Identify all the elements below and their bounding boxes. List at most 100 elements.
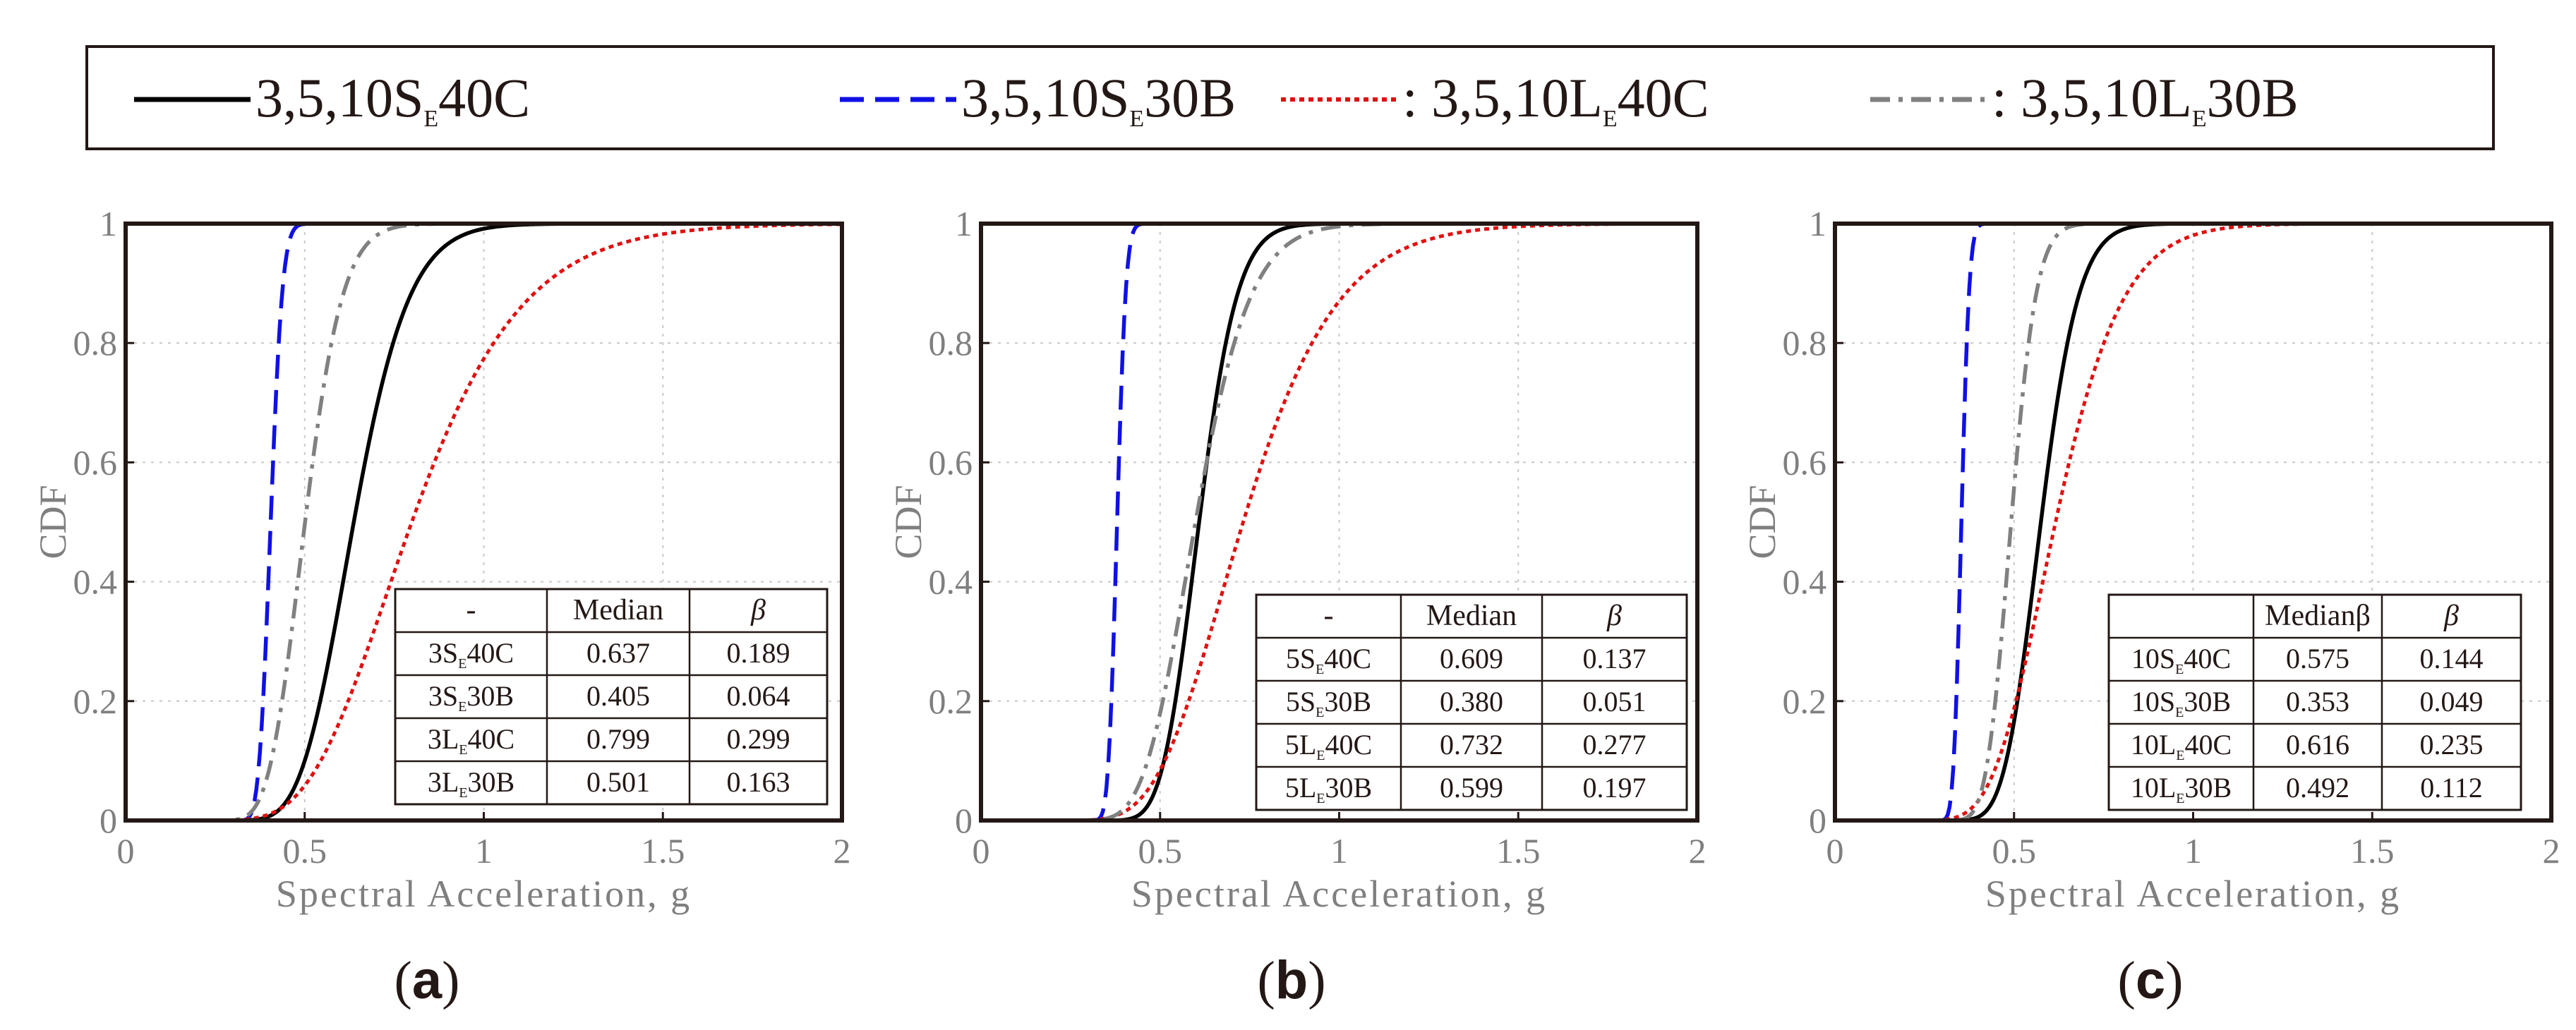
x-tick-label: 2 [833, 831, 851, 871]
text-part: 30B [2184, 772, 2232, 804]
x-tick-label: 0.5 [1992, 831, 2037, 871]
text-part: 40C [2184, 643, 2231, 674]
table-row-name: 10LE40C [2131, 729, 2232, 763]
x-tick-label: 0.5 [283, 831, 327, 871]
text-part: ( [395, 951, 412, 1010]
text-part: E [1129, 106, 1144, 132]
text-part: ) [442, 951, 459, 1010]
text-part: ( [1257, 951, 1275, 1010]
table-header-cell: - [467, 594, 476, 626]
text-part: b [1275, 950, 1308, 1010]
y-tick-label: 0.4 [929, 562, 973, 602]
text-part: : [1992, 67, 2021, 128]
text-part: E [1603, 106, 1618, 132]
x-tick-label: 1 [2184, 831, 2202, 871]
table-row-name: 10SE30B [2131, 686, 2231, 720]
y-tick-label: 0 [100, 801, 117, 840]
legend-label-2: 3,5,10SE30B [961, 67, 1236, 132]
text-part: E [1316, 705, 1324, 720]
x-axis-label: Spectral Acceleration, g [276, 873, 692, 915]
text-part: 3S [428, 680, 458, 712]
table-beta-cell: 0.163 [727, 766, 790, 798]
table-beta-cell: 0.051 [1583, 686, 1647, 717]
text-part: 30B [1325, 772, 1372, 804]
table-border [2107, 593, 2522, 811]
text-part: 40C [1618, 67, 1709, 128]
text-part: E [2192, 106, 2207, 132]
table-row-name: 5SE30B [1286, 686, 1371, 720]
text-part: ) [1308, 951, 1325, 1010]
text-part: 30B [467, 680, 514, 712]
text-part: 40C [467, 637, 514, 669]
table-border [1255, 593, 1688, 811]
y-tick-label: 0.8 [1783, 323, 1827, 363]
table-row-name: 5LE40C [1285, 729, 1372, 763]
table-median-cell: 0.799 [586, 723, 650, 755]
legend-label-1: 3,5,10SE40C [255, 67, 530, 132]
text-part: 40C [1325, 729, 1372, 761]
text-part: E [458, 699, 467, 715]
table-beta-cell: 0.197 [1583, 772, 1647, 804]
y-tick-label: 0 [1809, 801, 1826, 840]
text-part: 10S [2131, 643, 2175, 674]
table-beta-cell: 0.299 [727, 723, 790, 755]
y-tick-label: 0.8 [73, 323, 118, 363]
text-part: 3,5,10L [2021, 67, 2192, 128]
table-median-cell: 0.732 [1440, 729, 1503, 761]
x-tick-label: 0 [1826, 831, 1844, 871]
y-axis-label: CDF [32, 485, 74, 559]
panel-label: (c) [2118, 950, 2184, 1010]
x-tick-label: 1.5 [641, 831, 685, 871]
table-border [394, 588, 829, 806]
table-median-cell: 0.492 [2286, 772, 2349, 804]
panel-label: (b) [1257, 950, 1325, 1010]
table-header-cell: Median [573, 594, 663, 626]
table-median-cell: 0.575 [2286, 643, 2349, 674]
x-tick-label: 0 [117, 831, 135, 871]
text-part: 30B [2184, 686, 2231, 717]
panel-label: (a) [395, 950, 460, 1010]
text-part: E [1316, 791, 1325, 806]
x-tick-label: 1.5 [1496, 831, 1541, 871]
text-part: 3S [428, 637, 458, 669]
x-tick-label: 2 [1689, 831, 1707, 871]
text-part: E [2175, 705, 2184, 720]
table-beta-cell: 0.235 [2420, 729, 2484, 761]
legend-label-3: : 3,5,10LE40C [1402, 67, 1709, 132]
table-row-name: 3SE40C [428, 637, 514, 672]
text-part: 3,5,10S [961, 67, 1129, 128]
x-tick-label: 0 [973, 831, 990, 871]
text-part: 40C [467, 723, 514, 755]
text-part: ) [2165, 951, 2183, 1010]
text-part: 40C [1324, 643, 1371, 674]
text-part: 3,5,10L [1431, 67, 1603, 128]
table-median-cell: 0.616 [2286, 729, 2349, 761]
x-tick-label: 1 [1330, 831, 1348, 871]
y-tick-label: 0.4 [1783, 562, 1827, 602]
table-beta-cell: 0.049 [2420, 686, 2484, 717]
table-median-cell: 0.353 [2286, 686, 2349, 717]
table-median-cell: 0.599 [1440, 772, 1503, 804]
y-tick-label: 1 [100, 204, 117, 243]
table-header-cell: β [1606, 600, 1622, 632]
table-beta-cell: 0.137 [1583, 643, 1647, 674]
table-header-cell: β [750, 594, 766, 626]
table-header-cell: - [1324, 600, 1334, 632]
y-tick-label: 0.4 [73, 562, 118, 602]
table-median-cell: 0.637 [586, 637, 650, 669]
y-tick-label: 0.6 [73, 442, 118, 482]
x-tick-label: 1.5 [2350, 831, 2395, 871]
text-part: 30B [1324, 686, 1371, 717]
text-part: 30B [1144, 67, 1236, 128]
text-part: 3L [428, 766, 459, 798]
y-tick-label: 0.2 [929, 681, 973, 721]
table-header-cell: Median [1426, 600, 1517, 632]
text-part: E [2176, 791, 2184, 806]
text-part: E [1316, 662, 1324, 677]
y-tick-label: 0.8 [929, 323, 973, 363]
